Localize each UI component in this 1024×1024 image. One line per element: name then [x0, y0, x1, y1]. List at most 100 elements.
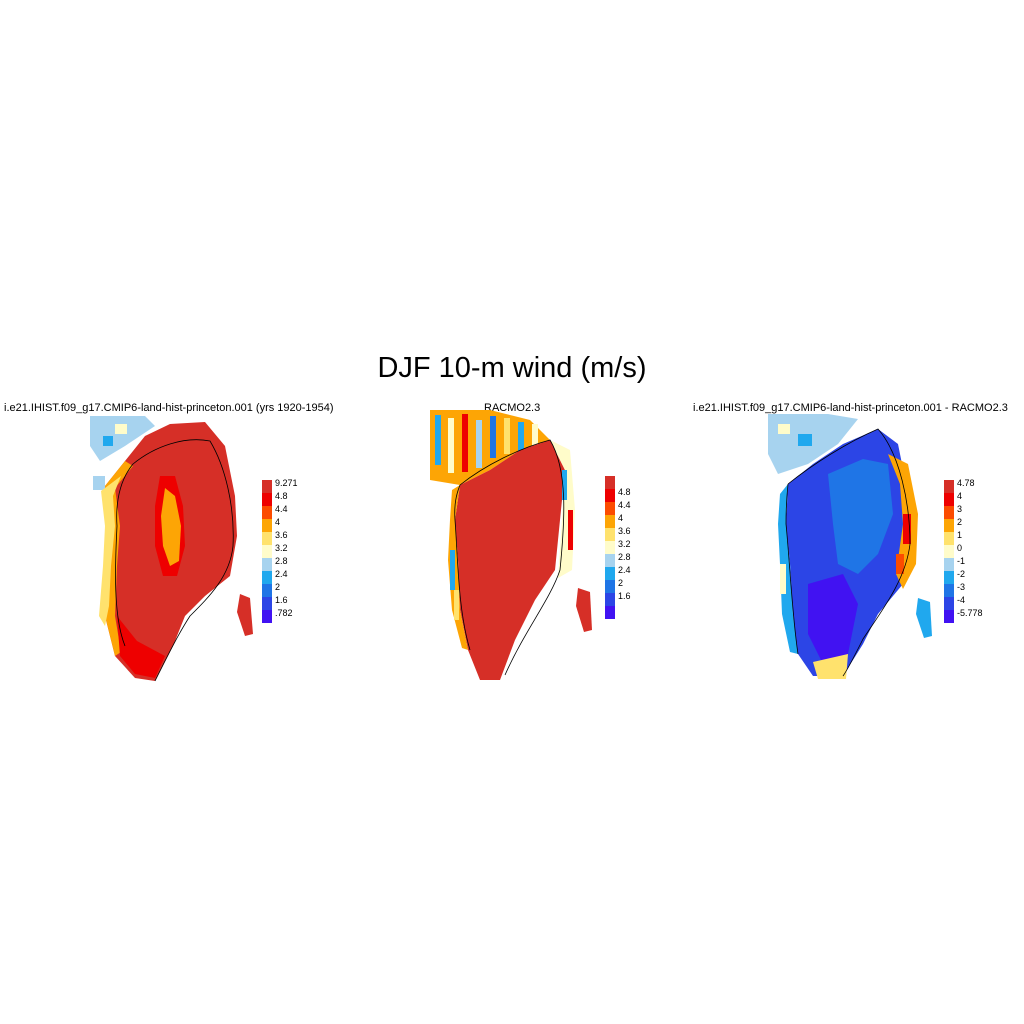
colorbar-label: 4.8: [618, 487, 631, 497]
stripe: [454, 590, 459, 620]
colorbar-swatch: [944, 480, 954, 493]
colorbar-swatch: [262, 480, 272, 493]
colorbar-label: 4: [618, 513, 624, 523]
colorbar-swatch: [262, 506, 272, 519]
coast-cell: [896, 554, 904, 574]
coast-cell: [798, 434, 812, 446]
colorbar-swatch: [605, 528, 615, 541]
coastal-ring-outer: [99, 476, 121, 626]
coast-cell: [778, 424, 790, 434]
colorbar-label: 2: [618, 578, 624, 588]
colorbar-swatch: [944, 532, 954, 545]
colorbar-label: 3.2: [275, 543, 288, 553]
coast-cell: [115, 424, 127, 434]
coastline: [115, 439, 234, 682]
colorbar-label: 2.8: [618, 552, 631, 562]
colorbar-label: 4: [275, 517, 281, 527]
colorbar-label: -1: [957, 556, 966, 566]
panel-1-title: i.e21.IHIST.f09_g17.CMIP6-land-hist-prin…: [4, 402, 334, 414]
colorbar-label: -4: [957, 595, 966, 605]
stripe: [504, 418, 510, 454]
stripe: [450, 550, 455, 590]
interior-band: [828, 459, 893, 574]
colorbar-swatch: [262, 493, 272, 506]
colorbar-label: 2: [957, 517, 963, 527]
colorbar-swatch: [262, 610, 272, 623]
colorbar-swatch: [605, 515, 615, 528]
colorbar-label: 4.4: [618, 500, 631, 510]
east-island: [576, 588, 592, 632]
colorbar-swatch: [944, 597, 954, 610]
stripe: [462, 414, 468, 472]
colorbar-swatch: [262, 545, 272, 558]
colorbar-label: -3: [957, 582, 966, 592]
southern-tip: [813, 654, 848, 679]
stripe: [518, 422, 524, 452]
colorbar-swatch: [605, 489, 615, 502]
colorbar-label: 1.6: [618, 591, 631, 601]
colorbar-swatch: [944, 558, 954, 571]
colorbar-swatch: [944, 545, 954, 558]
colorbar-label: 2.4: [618, 565, 631, 575]
west-coastal-band: [778, 484, 798, 654]
colorbar-swatch: [605, 606, 615, 619]
colorbar-swatch: [605, 567, 615, 580]
colorbar-label: 3.2: [618, 539, 631, 549]
southern-edge: [117, 616, 165, 678]
colorbar-label: 3: [957, 504, 963, 514]
colorbar-label: 0: [957, 543, 963, 553]
colorbar-label: 4.78: [957, 478, 975, 488]
stripe: [532, 424, 538, 449]
colorbar-label: -2: [957, 569, 966, 579]
stripe: [476, 420, 482, 468]
colorbar-label: 9.271: [275, 478, 298, 488]
greenland-ice-sheet: [455, 440, 565, 680]
colorbar-label: 4.8: [275, 491, 288, 501]
panel-3-map: [768, 414, 932, 679]
coast-cell: [93, 476, 105, 490]
colorbar-swatch: [944, 571, 954, 584]
colorbar-label: 3.6: [275, 530, 288, 540]
colorbar-swatch: [262, 532, 272, 545]
colorbar-swatch: [944, 519, 954, 532]
colorbar-swatch: [944, 610, 954, 623]
stripe: [490, 416, 496, 458]
east-island: [916, 598, 932, 638]
colorbar-label: -5.778: [957, 608, 983, 618]
coast-cell: [103, 436, 113, 446]
panel-1-map: [90, 416, 253, 682]
colorbar-swatch: [262, 558, 272, 571]
stripe: [568, 510, 573, 550]
panel-3-title: i.e21.IHIST.f09_g17.CMIP6-land-hist-prin…: [693, 402, 1008, 414]
stripe: [448, 418, 454, 473]
colorbar-label: 1.6: [275, 595, 288, 605]
southern-strong-negative: [808, 574, 858, 664]
panel-2-map: [430, 410, 592, 680]
stripe: [435, 415, 441, 465]
coast-cell: [903, 514, 911, 544]
colorbar-label: 4: [957, 491, 963, 501]
colorbar-label: 2.8: [275, 556, 288, 566]
colorbar-label: 3.6: [618, 526, 631, 536]
colorbar-label: 1: [957, 530, 963, 540]
interior-ridge-core: [161, 488, 181, 566]
coastline: [454, 439, 565, 676]
colorbar-swatch: [262, 584, 272, 597]
northwest-coast-cells: [90, 416, 155, 461]
east-island: [237, 594, 253, 636]
colorbar-swatch: [944, 584, 954, 597]
colorbar-label: .782: [275, 608, 293, 618]
colorbar-label: 2.4: [275, 569, 288, 579]
colorbar-swatch: [262, 597, 272, 610]
colorbar-swatch: [262, 571, 272, 584]
stripe: [562, 470, 567, 500]
northwest-coast-cells: [768, 414, 858, 474]
colorbar-swatch: [944, 506, 954, 519]
colorbar-swatch: [605, 476, 615, 489]
colorbar-swatch: [605, 502, 615, 515]
colorbar-swatch: [944, 493, 954, 506]
colorbar-label: 2: [275, 582, 281, 592]
colorbar-swatch: [605, 593, 615, 606]
coastline: [785, 428, 911, 677]
colorbar-swatch: [605, 554, 615, 567]
